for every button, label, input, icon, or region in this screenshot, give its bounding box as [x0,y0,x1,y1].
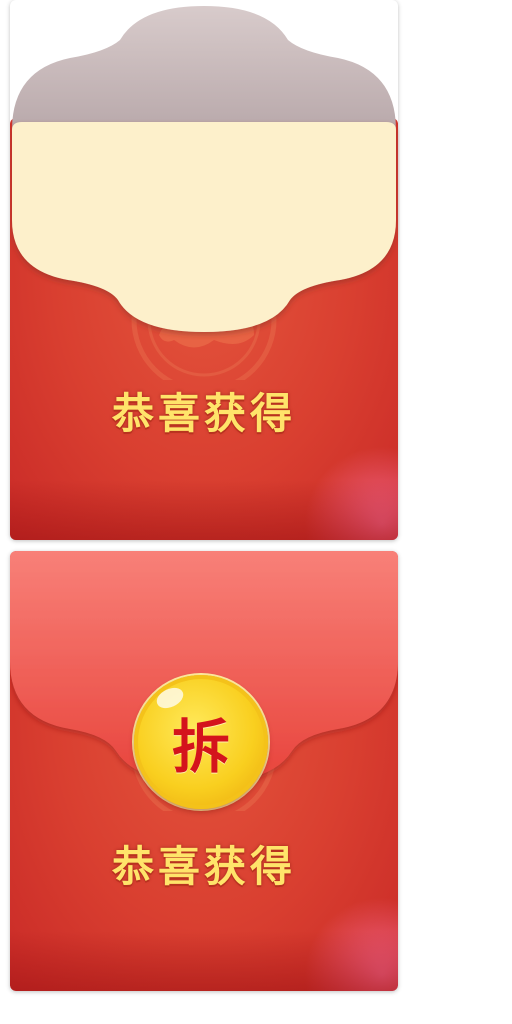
opened-red-packet: 恭喜获得 [10,0,398,540]
back-flap [12,6,396,130]
opened-flap [12,6,396,332]
bottom-shade [10,931,398,991]
closed-red-packet: 拆 恭喜获得 [10,551,398,991]
congrats-title: 恭喜获得 [111,389,296,438]
open-button-label: 拆 [171,713,230,781]
open-button[interactable]: 拆 [134,675,268,809]
front-flap [10,551,398,783]
cream-card [12,122,396,332]
congrats-title: 恭喜获得 [111,842,296,891]
closed-flap [10,551,398,783]
bottom-shade [10,480,398,540]
